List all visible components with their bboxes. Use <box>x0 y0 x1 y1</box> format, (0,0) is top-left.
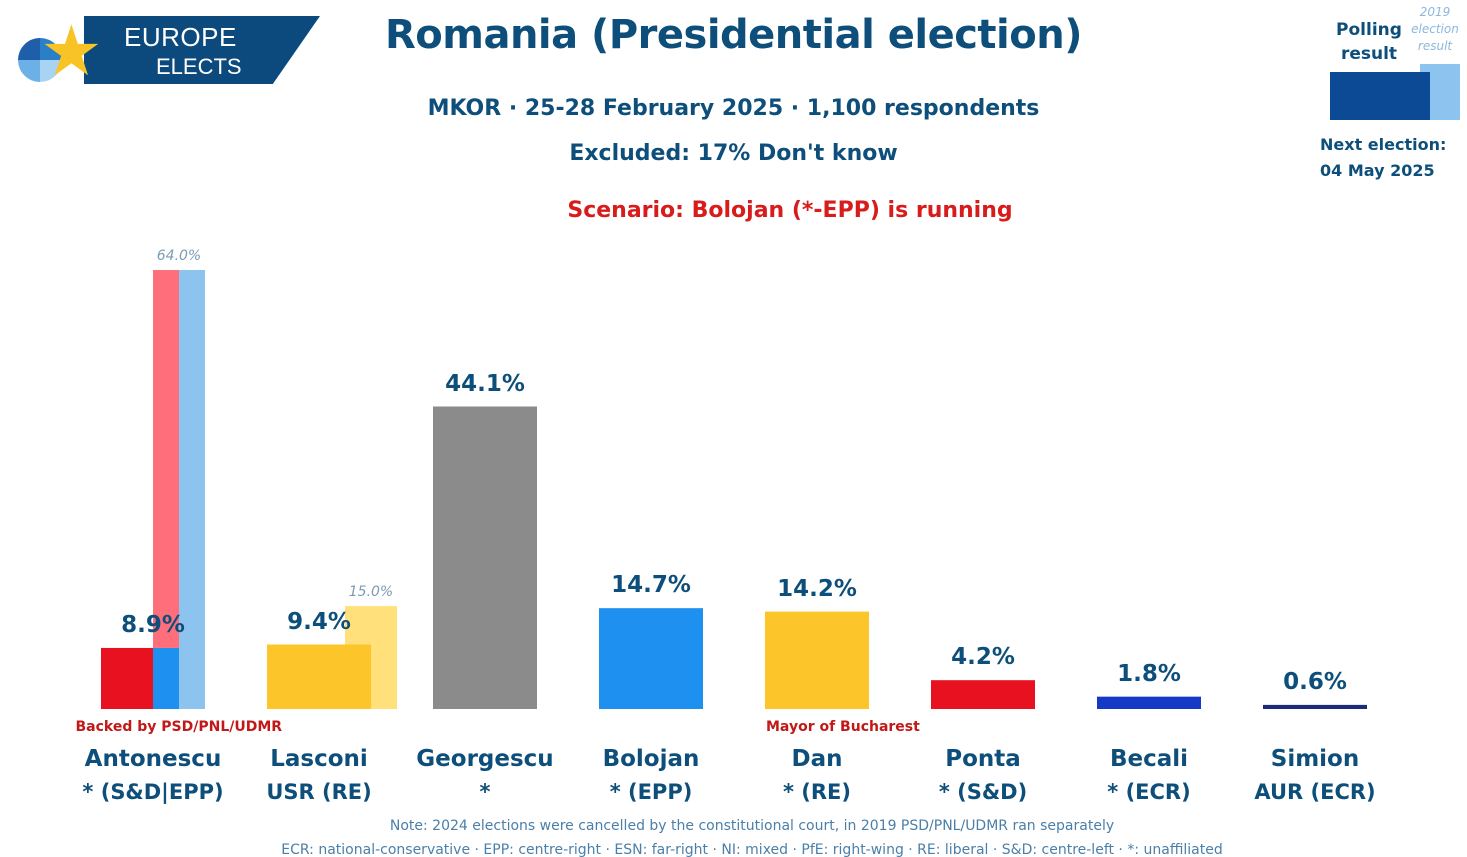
candidate-party-antonescu: * (S&D|EPP) <box>82 780 224 804</box>
candidate-party-ponta: * (S&D) <box>938 780 1028 804</box>
value-label-dan: 14.2% <box>777 575 857 602</box>
next-election-date: 04 May 2025 <box>1320 161 1435 180</box>
candidate-name-becali: Becali <box>1109 746 1189 772</box>
prev-bar-antonescu-part-1 <box>153 270 179 648</box>
annotation-antonescu: Backed by PSD/PNL/UDMR <box>75 719 283 735</box>
value-label-becali: 1.8% <box>1117 660 1181 687</box>
glossary: ECR: national-conservative · EPP: centre… <box>281 842 1223 857</box>
prev-label-lasconi: 15.0% <box>348 584 394 601</box>
candidate-party-georgescu: * <box>479 780 491 804</box>
candidate-name-ponta: Ponta <box>945 746 1021 772</box>
candidate-party-bolojan: * (EPP) <box>609 780 693 804</box>
candidate-party-simion: AUR (ECR) <box>1254 780 1376 804</box>
legend-polling-label: Polling result <box>1336 20 1402 64</box>
bar-georgescu <box>433 406 537 709</box>
logo-line1: EUROPE <box>124 22 237 52</box>
value-label-ponta: 4.2% <box>951 644 1015 671</box>
bar-ponta <box>931 680 1035 709</box>
candidate-name-georgescu: Georgescu <box>416 746 554 772</box>
candidate-name-lasconi: Lasconi <box>270 746 368 772</box>
value-label-georgescu: 44.1% <box>445 370 525 397</box>
prev-label-antonescu: 64.0% <box>156 248 202 264</box>
value-label-bolojan: 14.7% <box>611 572 691 599</box>
bar-becali <box>1097 696 1201 709</box>
star-icon: ★ <box>40 10 103 92</box>
candidate-name-dan: Dan <box>791 746 843 772</box>
next-election: Next election: 04 May 2025 <box>1320 132 1446 184</box>
globe-icon <box>18 38 62 82</box>
candidate-name-simion: Simion <box>1270 746 1360 772</box>
legend-prior-label: 2019 election result <box>1411 5 1459 53</box>
annotation-dan: Mayor of Bucharest <box>766 719 920 735</box>
logo-band <box>84 16 320 84</box>
legend: Polling result 2019 election result Next… <box>1310 0 1467 180</box>
prev-bar-antonescu-part-2 <box>179 270 205 709</box>
value-label-simion: 0.6% <box>1283 668 1347 695</box>
bar-bolojan <box>599 608 703 709</box>
legend-polling-swatch <box>1330 72 1430 120</box>
candidate-party-lasconi: USR (RE) <box>266 780 372 804</box>
excluded-note: Excluded: 17% Don't know <box>569 141 898 166</box>
chart-title: Romania (Presidential election) <box>385 12 1082 58</box>
candidate-party-becali: * (ECR) <box>1107 780 1191 804</box>
scenario-note: Scenario: Bolojan (*-EPP) is running <box>567 198 1013 223</box>
candidate-party-dan: * (RE) <box>782 780 851 804</box>
candidate-name-bolojan: Bolojan <box>602 746 700 772</box>
bar-antonescu-part-1 <box>101 647 153 709</box>
value-label-lasconi: 9.4% <box>287 608 351 635</box>
bar-lasconi-front <box>267 644 371 709</box>
bar-simion <box>1263 704 1367 709</box>
bar-dan <box>765 611 869 709</box>
europe-elects-logo: ★ EUROPE ELECTS <box>14 14 324 86</box>
footnote: Note: 2024 elections were cancelled by t… <box>389 818 1115 834</box>
poll-subtitle: MKOR · 25-28 February 2025 · 1,100 respo… <box>427 96 1040 121</box>
next-election-label: Next election: <box>1320 135 1447 154</box>
candidate-name-antonescu: Antonescu <box>84 746 222 772</box>
logo-line2: ELECTS <box>156 54 242 79</box>
value-label-antonescu: 8.9% <box>121 611 185 638</box>
